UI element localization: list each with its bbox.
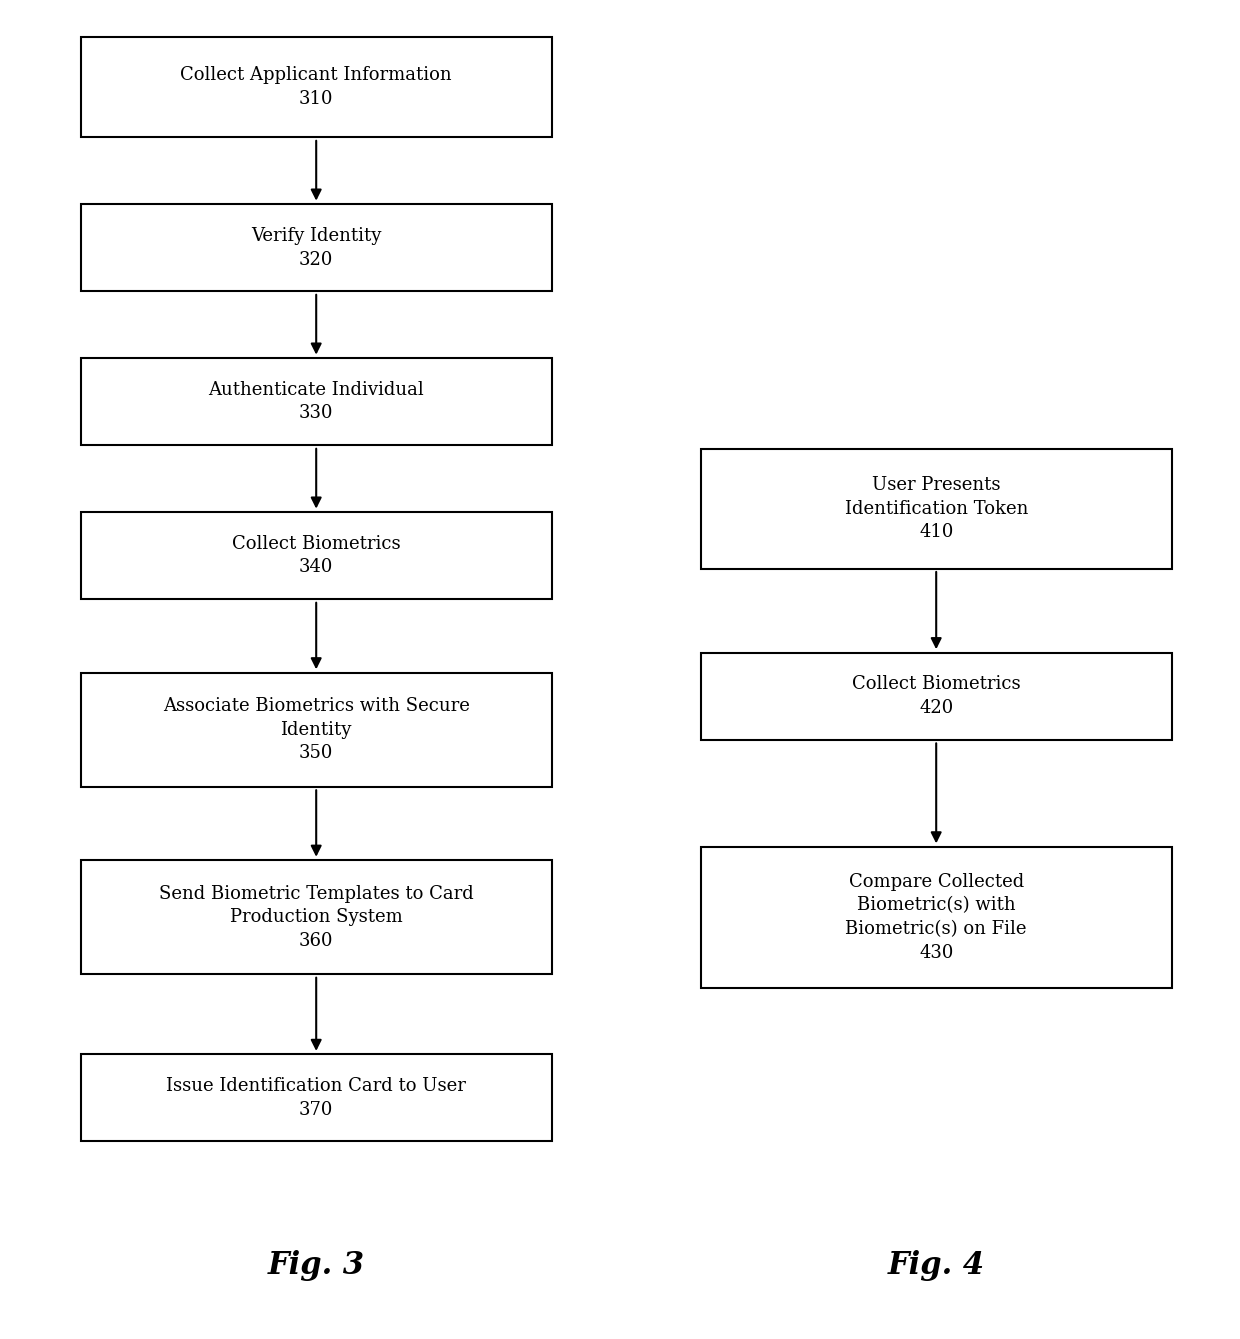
- Text: Authenticate Individual
330: Authenticate Individual 330: [208, 380, 424, 423]
- Text: Collect Biometrics
340: Collect Biometrics 340: [232, 534, 401, 577]
- Text: Collect Biometrics
420: Collect Biometrics 420: [852, 675, 1021, 718]
- FancyBboxPatch shape: [81, 359, 552, 445]
- Text: User Presents
Identification Token
410: User Presents Identification Token 410: [844, 477, 1028, 541]
- Text: Send Biometric Templates to Card
Production System
360: Send Biometric Templates to Card Product…: [159, 885, 474, 949]
- FancyBboxPatch shape: [81, 36, 552, 137]
- FancyBboxPatch shape: [701, 653, 1172, 739]
- FancyBboxPatch shape: [81, 205, 552, 292]
- Text: Compare Collected
Biometric(s) with
Biometric(s) on File
430: Compare Collected Biometric(s) with Biom…: [846, 873, 1027, 961]
- Text: Fig. 3: Fig. 3: [268, 1249, 365, 1281]
- Text: Verify Identity
320: Verify Identity 320: [250, 226, 382, 269]
- Text: Collect Applicant Information
310: Collect Applicant Information 310: [180, 66, 453, 108]
- FancyBboxPatch shape: [701, 449, 1172, 569]
- Text: Fig. 4: Fig. 4: [888, 1249, 985, 1281]
- FancyBboxPatch shape: [81, 1055, 552, 1141]
- FancyBboxPatch shape: [81, 860, 552, 973]
- FancyBboxPatch shape: [81, 672, 552, 786]
- Text: Associate Biometrics with Secure
Identity
350: Associate Biometrics with Secure Identit…: [162, 698, 470, 762]
- Text: Issue Identification Card to User
370: Issue Identification Card to User 370: [166, 1077, 466, 1119]
- FancyBboxPatch shape: [701, 848, 1172, 988]
- FancyBboxPatch shape: [81, 513, 552, 599]
